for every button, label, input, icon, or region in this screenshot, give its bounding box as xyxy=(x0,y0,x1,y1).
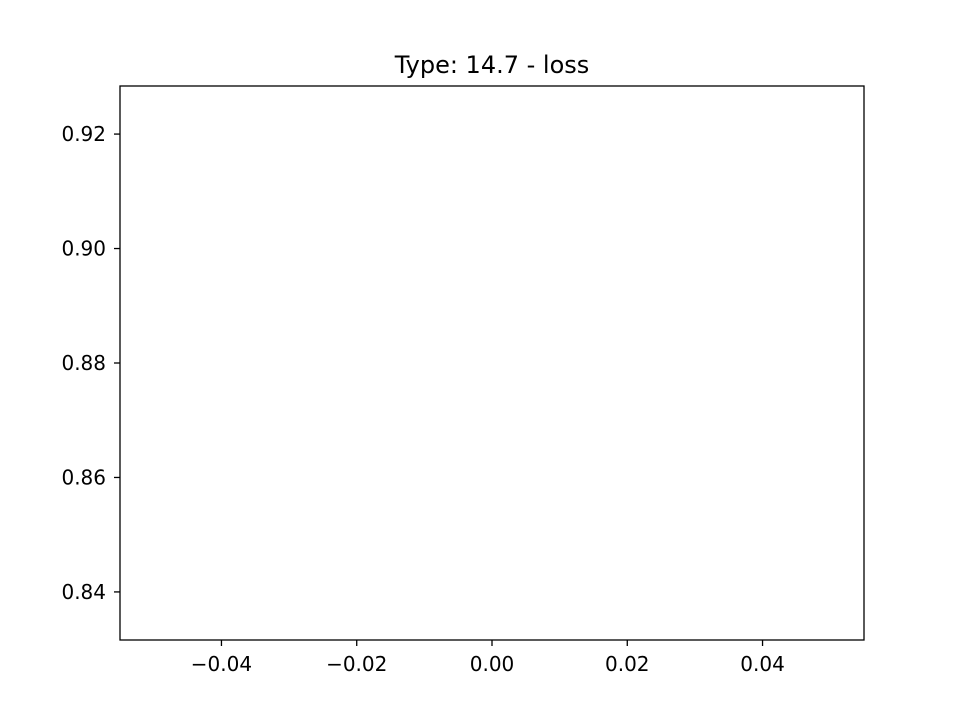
y-tick-label: 0.86 xyxy=(61,465,106,489)
x-tick-label: −0.04 xyxy=(191,652,252,676)
plot-area-frame xyxy=(119,85,865,641)
x-tick-label: −0.02 xyxy=(326,652,387,676)
x-tick-label: 0.00 xyxy=(470,652,515,676)
x-axis: −0.04 −0.02 0.00 0.02 0.04 xyxy=(191,640,785,676)
chart-title: Type: 14.7 - loss xyxy=(394,51,590,79)
y-axis: 0.84 0.86 0.88 0.90 0.92 xyxy=(61,122,120,604)
x-tick-label: 0.04 xyxy=(740,652,785,676)
y-tick-label: 0.88 xyxy=(61,351,106,375)
y-tick-label: 0.90 xyxy=(61,237,106,261)
y-tick-label: 0.84 xyxy=(61,580,106,604)
x-tick-label: 0.02 xyxy=(605,652,650,676)
y-tick-label: 0.92 xyxy=(61,122,106,146)
